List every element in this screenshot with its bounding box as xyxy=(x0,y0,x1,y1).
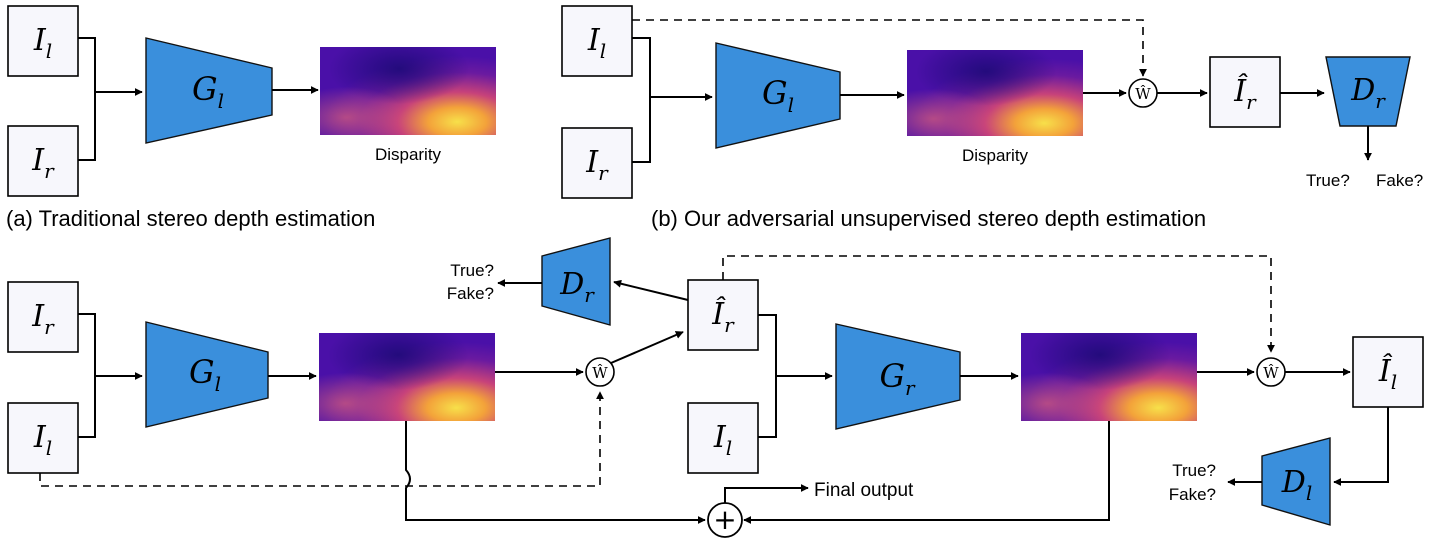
generator-gr-label: Gr xyxy=(879,357,916,400)
disparity-label: Disparity xyxy=(962,146,1029,165)
disc-right-true: True? xyxy=(450,261,494,280)
warp-symbol-2: Ŵ xyxy=(1263,364,1279,382)
panel-a: Il Ir Gl Disparity (a) Traditional stere… xyxy=(6,5,496,231)
discriminator-dr-label: Dr xyxy=(1350,73,1386,113)
output-true: True? xyxy=(1306,171,1350,190)
warp-symbol: Ŵ xyxy=(1135,85,1151,103)
disparity-label: Disparity xyxy=(375,145,442,164)
disc-left-fake: Fake? xyxy=(1169,485,1216,504)
warp-to-reconstruction-arrow xyxy=(610,331,684,364)
generator-gl-label: Gl xyxy=(189,353,221,396)
discriminator-dr xyxy=(1325,56,1411,127)
input-right-box xyxy=(7,125,79,197)
generator-gl xyxy=(145,321,269,428)
input-right-box xyxy=(7,281,79,353)
reconstruction-skip-dashed xyxy=(722,255,1275,353)
input-left-label: Il xyxy=(587,23,606,63)
discriminator-dl xyxy=(1261,437,1331,526)
left-image-skip-dashed xyxy=(39,391,604,487)
discriminator-dl-label: Dl xyxy=(1281,465,1312,505)
input-left-2-label: Il xyxy=(713,420,732,460)
generator-gr xyxy=(835,323,961,430)
merge-connector xyxy=(78,313,96,438)
output-fake: Fake? xyxy=(1376,171,1423,190)
disparity-map-left xyxy=(319,333,495,421)
right-disparity-to-sum-arrow xyxy=(743,421,1110,524)
merge-connector-2 xyxy=(758,314,777,438)
reconstructed-right-label: Îr xyxy=(711,296,735,337)
warp-operator-1 xyxy=(585,357,615,387)
sum-symbol: + xyxy=(713,503,736,536)
input-left-label: Il xyxy=(33,420,52,460)
generator-gl xyxy=(145,37,273,144)
input-left-box xyxy=(7,5,79,77)
merge-connector xyxy=(632,37,651,163)
disc-left-true: True? xyxy=(1172,461,1216,480)
input-left-box xyxy=(561,5,633,77)
reconstructed-right-box xyxy=(1209,56,1281,128)
warp-symbol-1: Ŵ xyxy=(592,364,608,382)
input-right-label: Ir xyxy=(31,143,55,183)
left-disparity-to-sum-arrow xyxy=(405,421,706,524)
input-left-label: Il xyxy=(33,23,52,63)
reconstruction-to-disc-left-arrow xyxy=(1333,407,1389,486)
panel-b: Il Ir Gl Disparity Ŵ Îr Dr True? Fake? (… xyxy=(561,5,1423,231)
final-output-label: Final output xyxy=(814,480,914,501)
disc-right-fake: Fake? xyxy=(447,284,494,303)
sum-to-final-output-arrow xyxy=(724,484,809,503)
disparity-map-right xyxy=(1021,333,1197,421)
input-right-label: Ir xyxy=(31,299,55,339)
merge-connector xyxy=(78,37,96,161)
discriminator-dr xyxy=(541,237,611,326)
panel-c: Ir Il Gl Ŵ Îr Dr True? Fake? Il xyxy=(7,237,1424,538)
generator-gl xyxy=(715,42,841,149)
disparity-map xyxy=(907,50,1083,136)
generator-gl-label: Gl xyxy=(762,74,794,117)
discriminator-dr-label: Dr xyxy=(559,267,595,307)
left-image-skip-dashed xyxy=(632,19,1147,77)
reconstructed-left-label: Îl xyxy=(1378,353,1397,394)
generator-gl-label: Gl xyxy=(192,70,224,113)
caption-a: (a) Traditional stereo depth estimation xyxy=(6,206,375,231)
input-right-label: Ir xyxy=(585,145,609,185)
reconstructed-right-label: Îr xyxy=(1233,73,1257,114)
reconstruction-to-discriminator-arrow xyxy=(613,279,689,301)
caption-b: (b) Our adversarial unsupervised stereo … xyxy=(651,206,1206,231)
disparity-map xyxy=(320,47,496,135)
